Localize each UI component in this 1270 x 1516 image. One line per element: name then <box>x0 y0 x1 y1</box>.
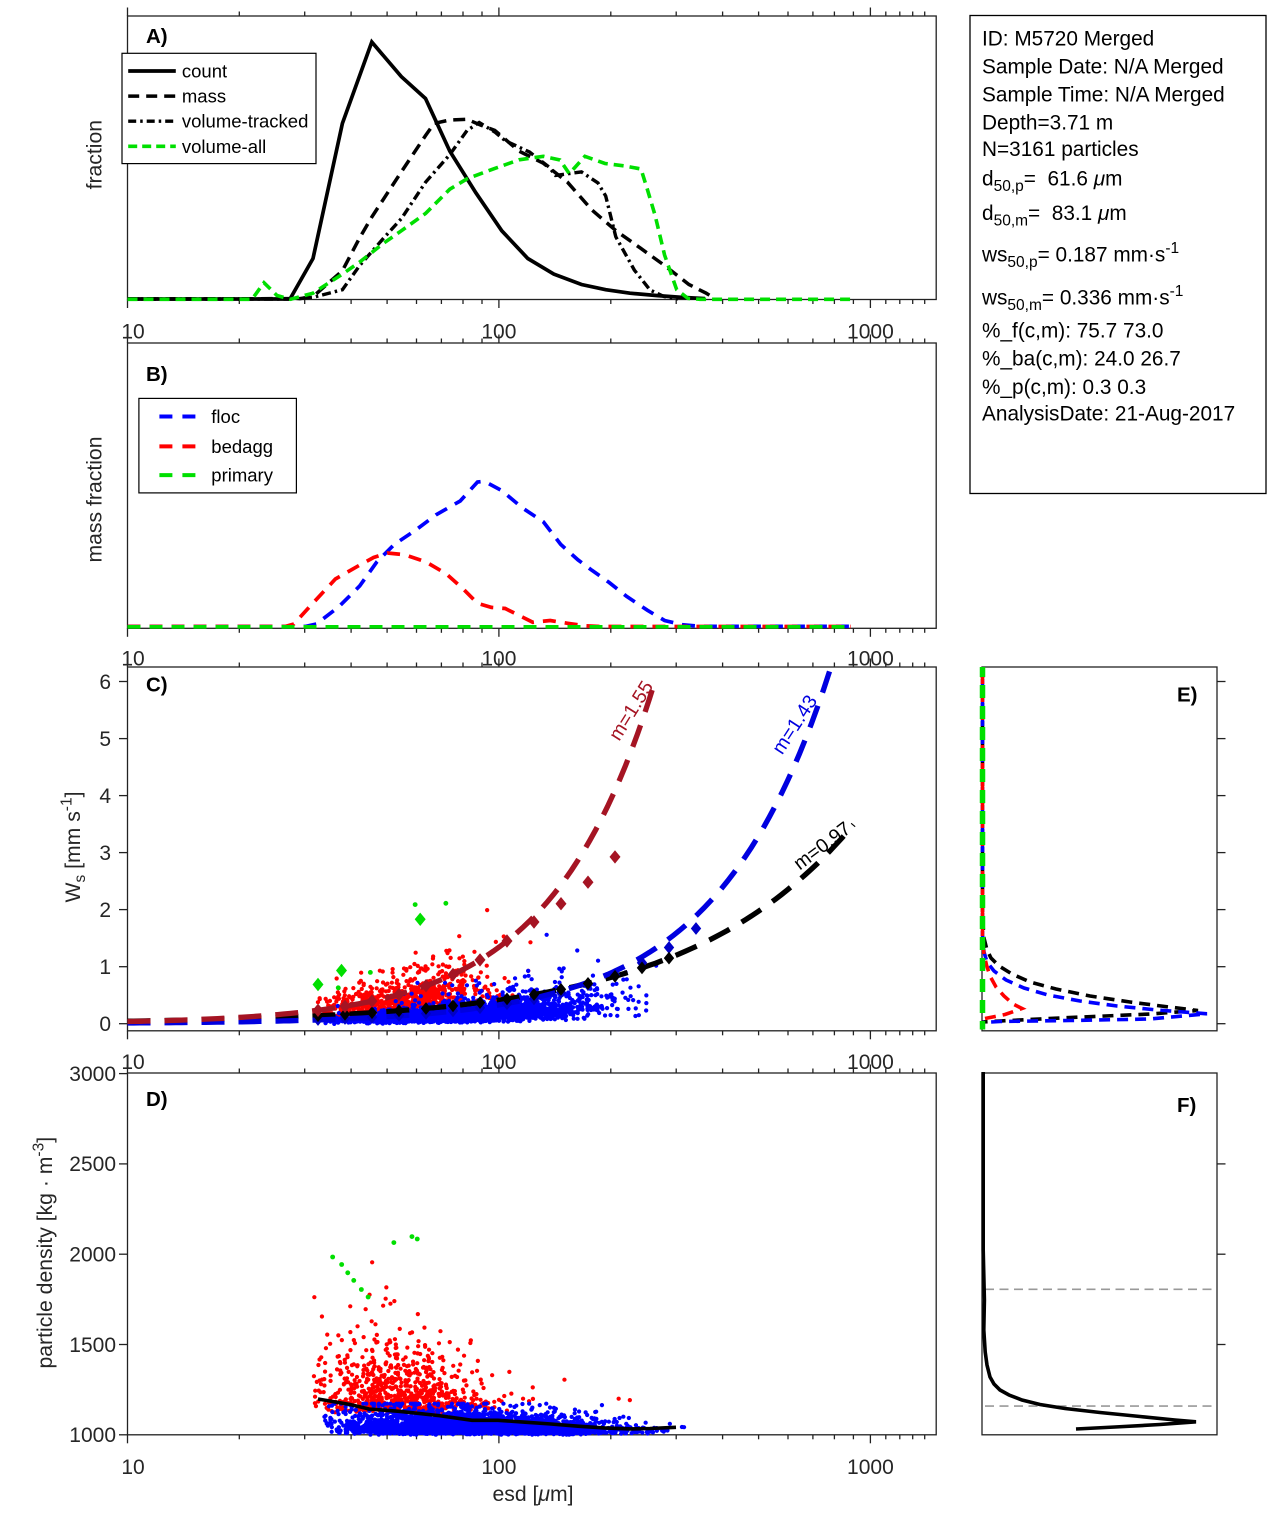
svg-text:A): A) <box>146 25 168 48</box>
svg-text:100: 100 <box>481 321 516 344</box>
svg-text:100: 100 <box>481 648 516 671</box>
svg-text:6: 6 <box>99 671 111 694</box>
svg-text:2: 2 <box>99 899 111 922</box>
svg-text:10: 10 <box>121 648 144 671</box>
svg-text:Sample Time: N/A Merged: Sample Time: N/A Merged <box>982 84 1225 107</box>
svg-text:C): C) <box>146 674 168 697</box>
svg-text:2000: 2000 <box>69 1244 116 1267</box>
svg-text:0: 0 <box>99 1013 111 1036</box>
svg-text:%_f(c,m): 75.7 73.0: %_f(c,m): 75.7 73.0 <box>982 320 1163 343</box>
svg-text:B): B) <box>146 363 168 386</box>
svg-text:bedagg: bedagg <box>211 436 273 457</box>
svg-text:1: 1 <box>99 956 111 979</box>
svg-text:D): D) <box>146 1088 168 1111</box>
svg-text:ID: M5720 Merged: ID: M5720 Merged <box>982 27 1154 50</box>
svg-text:3000: 3000 <box>69 1063 116 1086</box>
svg-text:E): E) <box>1177 684 1198 707</box>
svg-text:AnalysisDate: 21-Aug-2017: AnalysisDate: 21-Aug-2017 <box>982 403 1235 426</box>
svg-text:mass fraction: mass fraction <box>84 437 107 563</box>
svg-text:%_p(c,m): 0.3 0.3: %_p(c,m): 0.3 0.3 <box>982 376 1146 399</box>
svg-text:100: 100 <box>481 1456 516 1479</box>
svg-text:10: 10 <box>121 1456 144 1479</box>
svg-text:1000: 1000 <box>847 648 894 671</box>
svg-text:2500: 2500 <box>69 1153 116 1176</box>
svg-text:3: 3 <box>99 842 111 865</box>
svg-text:floc: floc <box>211 406 240 427</box>
svg-text:F): F) <box>1177 1094 1196 1117</box>
svg-text:ws50,m= 0.336 mm·s-1: ws50,m= 0.336 mm·s-1 <box>981 283 1183 314</box>
svg-text:1000: 1000 <box>69 1424 116 1447</box>
svg-text:5: 5 <box>99 728 111 751</box>
svg-text:4: 4 <box>99 785 111 808</box>
svg-text:Depth=3.71 m: Depth=3.71 m <box>982 112 1113 135</box>
svg-text:particle density [kg · m-3]: particle density [kg · m-3] <box>31 1137 58 1369</box>
svg-text:mass: mass <box>182 86 226 107</box>
svg-text:10: 10 <box>121 321 144 344</box>
svg-text:1000: 1000 <box>847 321 894 344</box>
svg-text:100: 100 <box>481 1051 516 1074</box>
svg-text:count: count <box>182 61 227 82</box>
svg-text:volume-tracked: volume-tracked <box>182 111 308 132</box>
svg-text:esd [μm]: esd [μm] <box>492 1483 573 1506</box>
svg-text:Sample Date: N/A Merged: Sample Date: N/A Merged <box>982 55 1224 78</box>
svg-text:N=3161 particles: N=3161 particles <box>982 138 1139 161</box>
svg-text:1500: 1500 <box>69 1334 116 1357</box>
svg-text:1000: 1000 <box>847 1456 894 1479</box>
svg-text:1000: 1000 <box>847 1051 894 1074</box>
svg-text:volume-all: volume-all <box>182 136 266 157</box>
svg-text:primary: primary <box>211 465 273 486</box>
svg-text:10: 10 <box>121 1051 144 1074</box>
svg-text:%_ba(c,m): 24.0 26.7: %_ba(c,m): 24.0 26.7 <box>982 348 1181 371</box>
svg-text:fraction: fraction <box>84 120 107 189</box>
